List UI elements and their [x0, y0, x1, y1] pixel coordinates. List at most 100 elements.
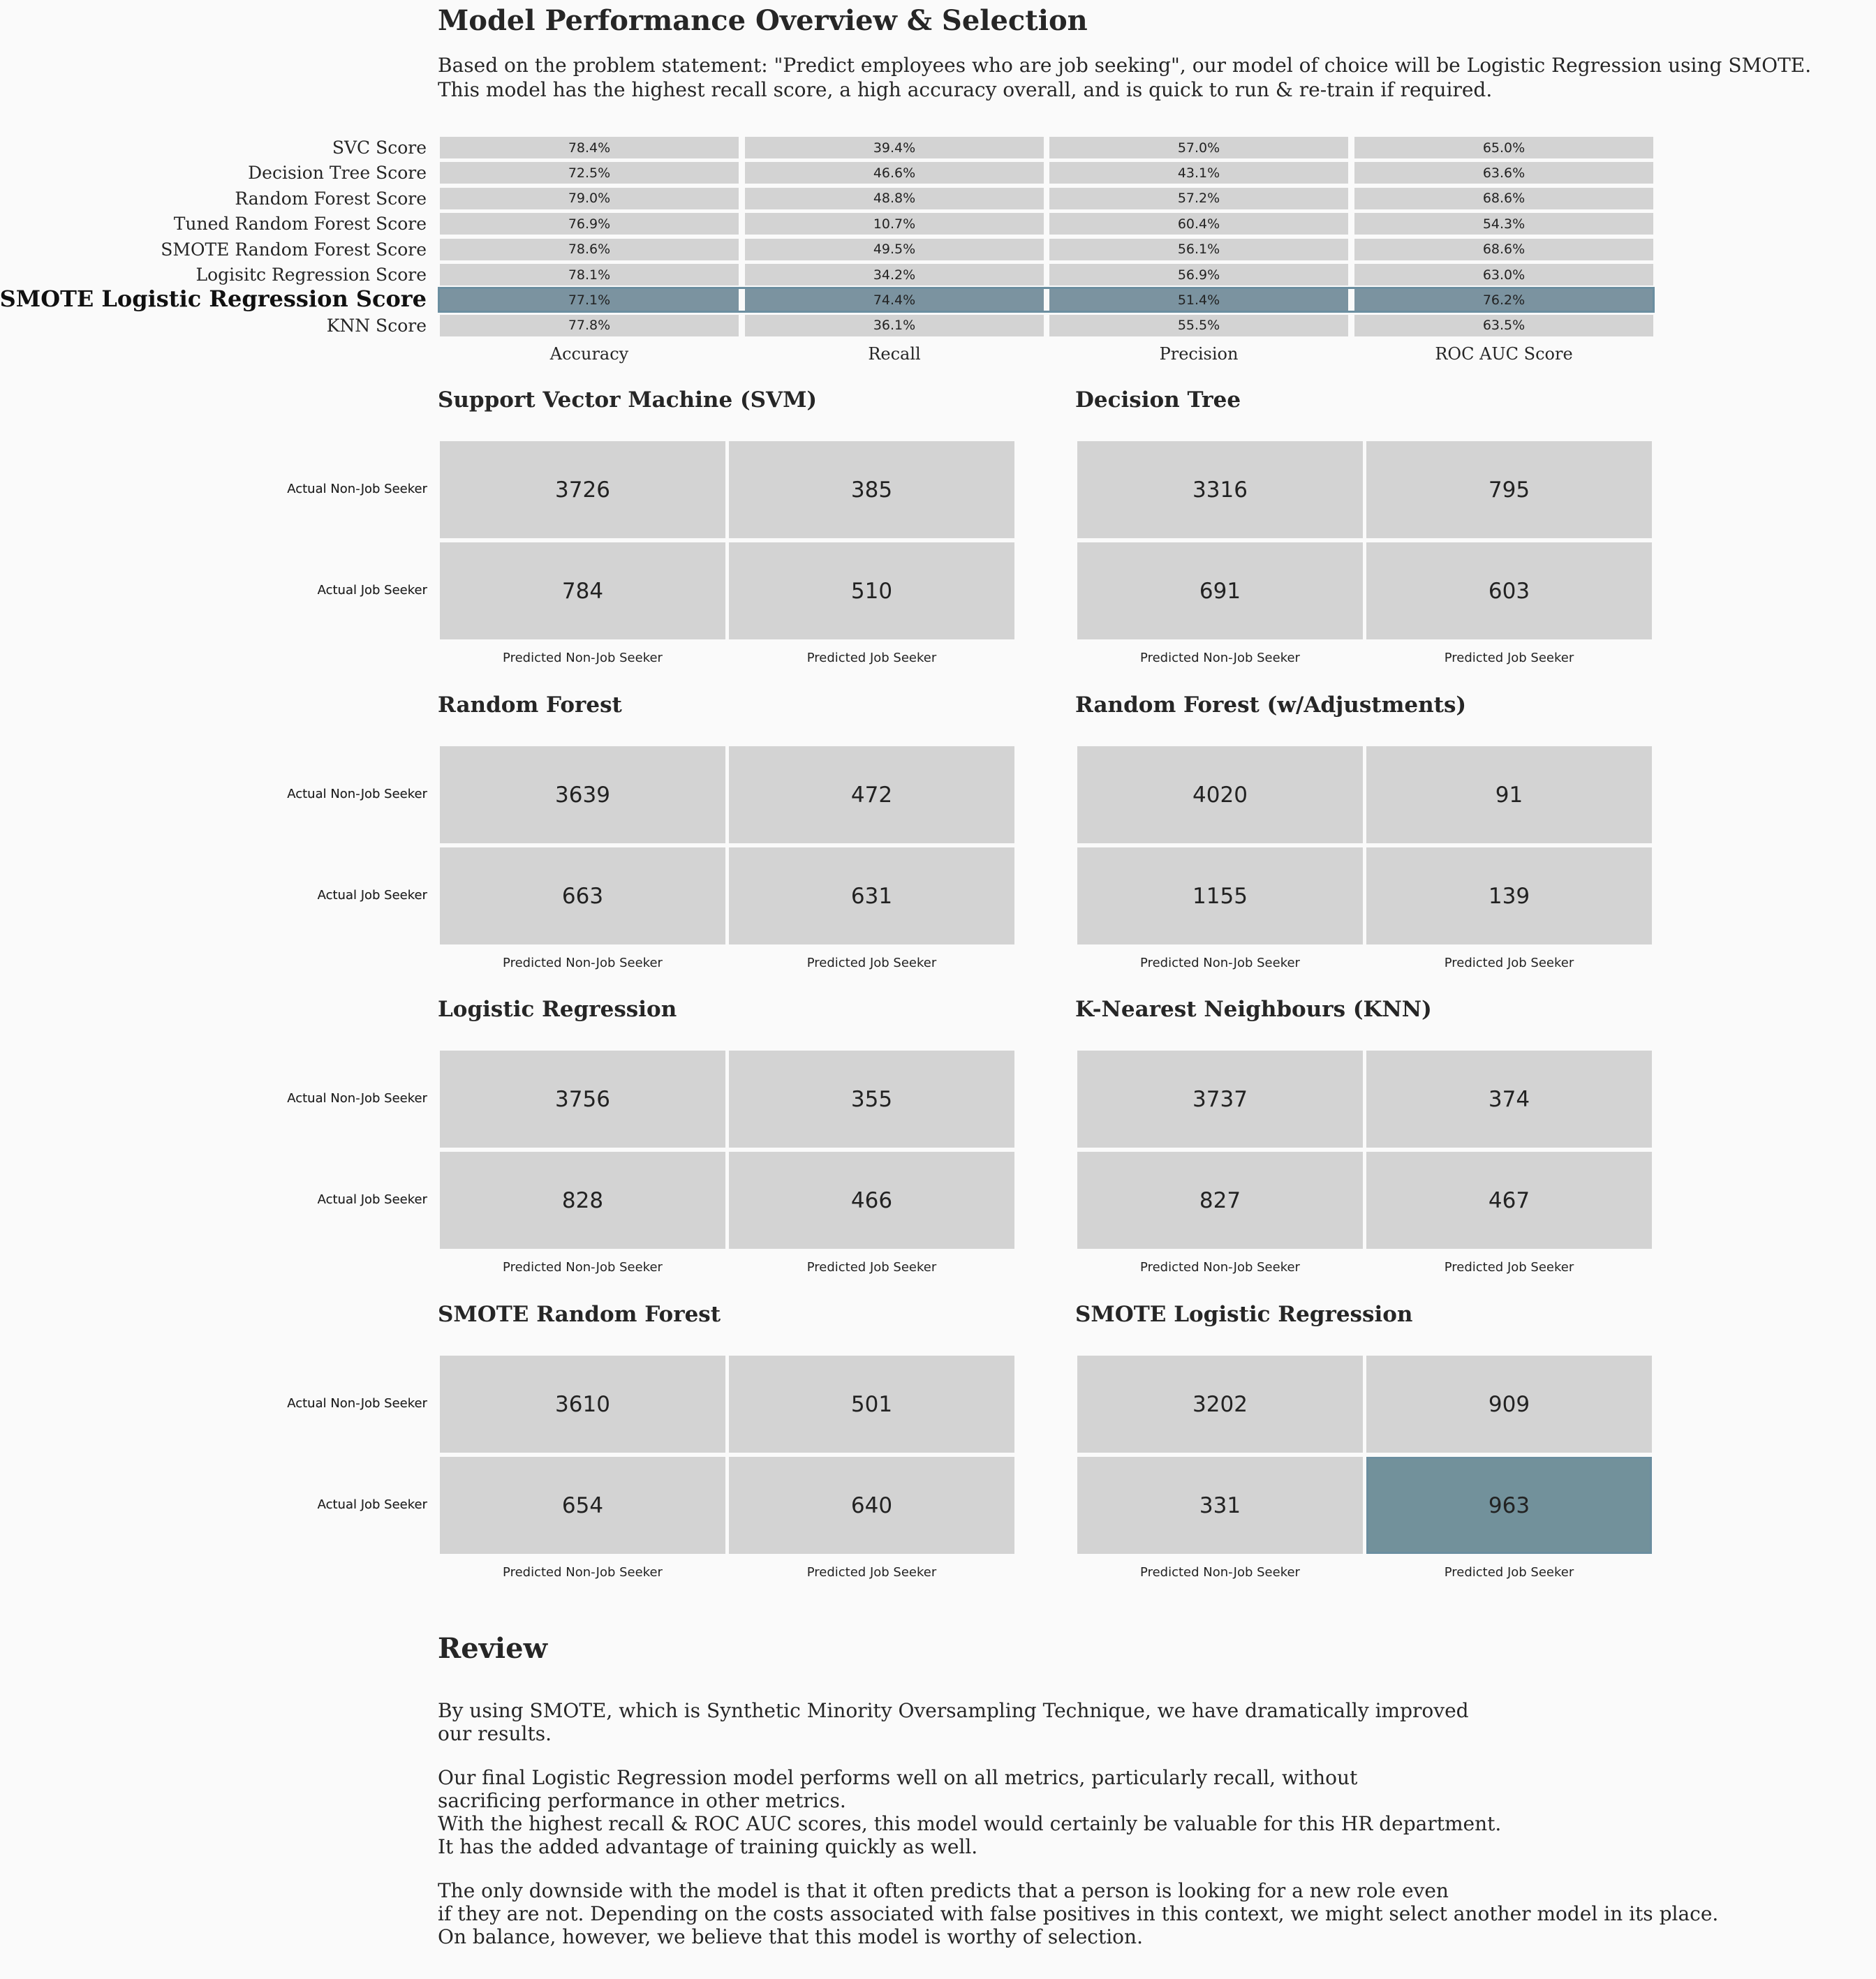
- review-line: sacrificing performance in other metrics…: [438, 1789, 846, 1812]
- score-cell: 55.5%: [1049, 314, 1348, 336]
- confusion-matrix-cell: 3726: [440, 441, 725, 538]
- confusion-matrix-row-label: Actual Non-Job Seeker: [287, 1091, 427, 1106]
- score-cell: 49.5%: [745, 238, 1044, 260]
- metric-label: Recall: [868, 344, 921, 364]
- score-cell: 63.6%: [1354, 162, 1653, 184]
- confusion-matrix-cell: 501: [729, 1356, 1014, 1453]
- confusion-matrix-cell: 663: [440, 847, 725, 944]
- score-cell: 68.6%: [1354, 187, 1653, 209]
- score-cell: 72.5%: [440, 162, 739, 184]
- review-title: Review: [438, 1632, 548, 1665]
- score-cell: 43.1%: [1049, 162, 1348, 184]
- score-cell: 77.8%: [440, 314, 739, 336]
- score-cell: 78.1%: [440, 264, 739, 286]
- score-cell: 46.6%: [745, 162, 1044, 184]
- score-cell: 51.4%: [1049, 289, 1348, 311]
- confusion-matrix-row-label: Actual Job Seeker: [317, 1192, 427, 1207]
- confusion-matrix-row-label: Actual Job Seeker: [317, 1192, 427, 1207]
- metric-label: ROC AUC Score: [1435, 344, 1573, 364]
- score-cell: 77.1%: [440, 289, 739, 311]
- confusion-matrix-title: SMOTE Random Forest: [438, 1302, 721, 1327]
- score-cell: 78.4%: [440, 137, 739, 158]
- review-line: It has the added advantage of training q…: [438, 1835, 978, 1858]
- confusion-matrix-row-label: Actual Job Seeker: [317, 1497, 427, 1512]
- score-row-label: Decision Tree Score: [248, 163, 427, 184]
- score-row-label: SMOTE Logistic Regression Score: [0, 286, 427, 313]
- review-line: With the highest recall & ROC AUC scores…: [438, 1812, 1502, 1835]
- confusion-matrix-cell: 631: [729, 847, 1014, 944]
- confusion-matrix-cell: 385: [729, 441, 1014, 538]
- confusion-matrix-cell: 3316: [1077, 441, 1363, 538]
- confusion-matrix-cell: 3202: [1077, 1356, 1363, 1453]
- confusion-matrix-row-label: Actual Non-Job Seeker: [287, 482, 427, 496]
- confusion-matrix-col-label: Predicted Non-Job Seeker: [1140, 651, 1300, 665]
- score-cell: 63.0%: [1354, 264, 1653, 286]
- confusion-matrix-cell: 784: [440, 542, 725, 639]
- confusion-matrix-row-label: Actual Job Seeker: [317, 583, 427, 598]
- metric-label: Accuracy: [549, 344, 629, 364]
- confusion-matrix-col-label: Predicted Non-Job Seeker: [1140, 1260, 1300, 1275]
- confusion-matrix-cell: 466: [729, 1152, 1014, 1249]
- score-row-label: SVC Score: [332, 138, 427, 158]
- review-line: Our final Logistic Regression model perf…: [438, 1766, 1358, 1789]
- confusion-matrix-cell: 510: [729, 542, 1014, 639]
- confusion-matrix-cell: 472: [729, 746, 1014, 843]
- score-cell: 76.2%: [1354, 289, 1653, 311]
- confusion-matrix-title: Decision Tree: [1075, 387, 1241, 413]
- confusion-matrix-col-label: Predicted Non-Job Seeker: [503, 651, 663, 665]
- confusion-matrix-cell: 691: [1077, 542, 1363, 639]
- confusion-matrix-col-label: Predicted Job Seeker: [806, 1565, 937, 1580]
- confusion-matrix-col-label: Predicted Non-Job Seeker: [1140, 1565, 1300, 1580]
- score-cell: 57.2%: [1049, 187, 1348, 209]
- subtitle-line: This model has the highest recall score,…: [438, 78, 1493, 101]
- score-row-label: Random Forest Score: [235, 188, 427, 209]
- confusion-matrix-row-label: Actual Non-Job Seeker: [287, 787, 427, 801]
- score-cell: 65.0%: [1354, 137, 1653, 158]
- confusion-matrix-col-label: Predicted Job Seeker: [1444, 956, 1574, 970]
- confusion-matrix-col-label: Predicted Non-Job Seeker: [503, 1565, 663, 1580]
- score-cell: 74.4%: [745, 289, 1044, 311]
- score-cell: 34.2%: [745, 264, 1044, 286]
- confusion-matrix-row-label: Actual Non-Job Seeker: [287, 787, 427, 801]
- confusion-matrix-row-label: Actual Job Seeker: [317, 583, 427, 598]
- confusion-matrix-col-label: Predicted Non-Job Seeker: [503, 1260, 663, 1275]
- confusion-matrix-cell: 827: [1077, 1152, 1363, 1249]
- subtitle-line: Based on the problem statement: "Predict…: [438, 54, 1812, 77]
- confusion-matrix-cell: 603: [1366, 542, 1652, 639]
- confusion-matrix-cell: 3639: [440, 746, 725, 843]
- confusion-matrix-col-label: Predicted Job Seeker: [806, 956, 937, 970]
- confusion-matrix-title: Random Forest (w/Adjustments): [1075, 692, 1467, 718]
- confusion-matrix-cell: 91: [1366, 746, 1652, 843]
- score-cell: 60.4%: [1049, 213, 1348, 235]
- score-cell: 57.0%: [1049, 137, 1348, 158]
- confusion-matrix-cell: 1155: [1077, 847, 1363, 944]
- score-cell: 56.1%: [1049, 238, 1348, 260]
- confusion-matrix-title: K-Nearest Neighbours (KNN): [1075, 997, 1432, 1022]
- confusion-matrix-cell: 654: [440, 1457, 725, 1554]
- confusion-matrix-cell: 331: [1077, 1457, 1363, 1554]
- confusion-matrix-title: Random Forest: [438, 692, 622, 718]
- confusion-matrix-row-label: Actual Non-Job Seeker: [287, 1396, 427, 1411]
- confusion-matrix-cell: 3756: [440, 1051, 725, 1148]
- review-line: By using SMOTE, which is Synthetic Minor…: [438, 1699, 1469, 1722]
- confusion-matrix-row-label: Actual Non-Job Seeker: [287, 1396, 427, 1411]
- confusion-matrix-cell: 828: [440, 1152, 725, 1249]
- confusion-matrix-col-label: Predicted Job Seeker: [806, 1260, 937, 1275]
- score-cell: 56.9%: [1049, 264, 1348, 286]
- confusion-matrix-cell: 640: [729, 1457, 1014, 1554]
- metric-label: Precision: [1159, 344, 1239, 364]
- review-line: On balance, however, we believe that thi…: [438, 1925, 1143, 1948]
- confusion-matrix-cell: 374: [1366, 1051, 1652, 1148]
- score-cell: 76.9%: [440, 213, 739, 235]
- confusion-matrix-col-label: Predicted Job Seeker: [806, 651, 937, 665]
- confusion-matrix-cell: 139: [1366, 847, 1652, 944]
- confusion-matrix-row-label: Actual Job Seeker: [317, 888, 427, 903]
- confusion-matrix-col-label: Predicted Non-Job Seeker: [503, 956, 663, 970]
- confusion-matrix-cell: 355: [729, 1051, 1014, 1148]
- confusion-matrix-col-label: Predicted Job Seeker: [1444, 651, 1574, 665]
- score-row-label: Logisitc Regression Score: [195, 265, 427, 285]
- confusion-matrix-col-label: Predicted Non-Job Seeker: [1140, 956, 1300, 970]
- confusion-matrix-cell: 963: [1366, 1457, 1652, 1554]
- confusion-matrix-title: Logistic Regression: [438, 997, 677, 1022]
- confusion-matrix-row-label: Actual Non-Job Seeker: [287, 1091, 427, 1106]
